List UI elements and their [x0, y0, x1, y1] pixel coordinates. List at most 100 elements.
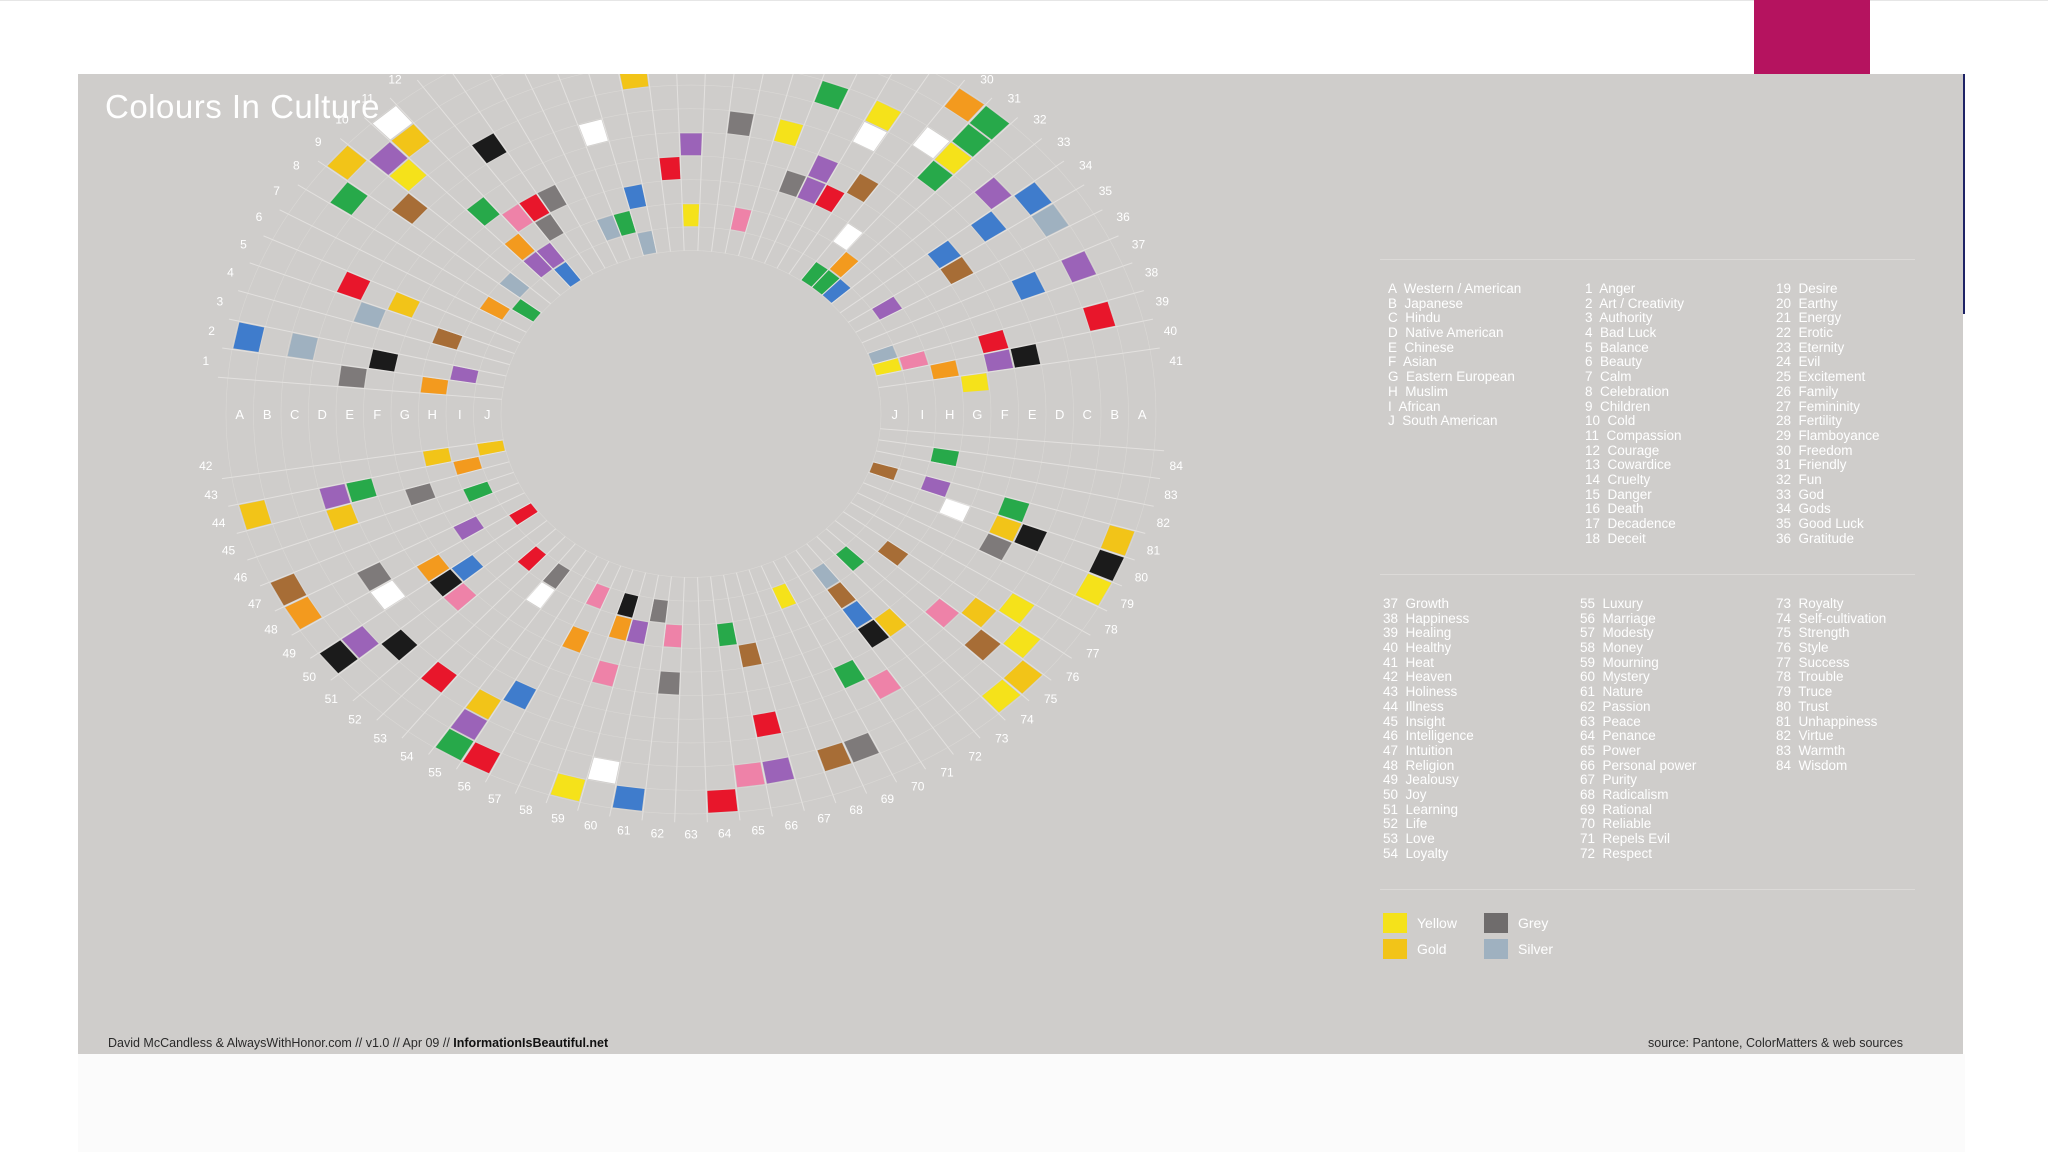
colour-cell — [999, 593, 1035, 624]
colour-cell — [930, 360, 959, 380]
swatch-label: Grey — [1518, 915, 1549, 931]
colour-cell — [319, 483, 351, 510]
culture-letter: E — [345, 407, 354, 422]
meaning-number: 35 — [1099, 184, 1113, 198]
legend-item: 61 Nature — [1580, 684, 1644, 700]
colour-cell — [858, 619, 889, 648]
culture-letter: B — [1110, 407, 1119, 422]
colour-cell — [536, 242, 565, 269]
spoke-line — [249, 262, 515, 355]
colour-cell — [1014, 182, 1052, 215]
colour-cell — [550, 773, 586, 802]
colour-cell — [477, 440, 505, 456]
colour-cell — [1011, 271, 1046, 300]
meaning-number: 76 — [1066, 670, 1080, 684]
colour-cell — [509, 503, 538, 525]
spoke-line — [279, 209, 527, 333]
meaning-number: 32 — [1033, 112, 1047, 126]
legend-item: 35 Good Luck — [1776, 516, 1864, 531]
colour-cell — [416, 554, 450, 582]
legend-item: 18 Deceit — [1585, 530, 1646, 546]
legend-item: 32 Fun — [1776, 471, 1822, 487]
colour-cell — [462, 742, 501, 774]
colour-cell — [405, 483, 436, 506]
legend-item: 60 Mystery — [1580, 669, 1650, 685]
spoke-line — [317, 160, 543, 314]
legend-item: 19 Desire — [1776, 281, 1838, 296]
colour-cell — [450, 709, 488, 740]
legend-item: 34 Gods — [1776, 501, 1831, 517]
colour-cell — [940, 257, 974, 284]
credit-site-link[interactable]: InformationIsBeautiful.net — [453, 1036, 609, 1050]
legend-item: 23 Eternity — [1776, 339, 1845, 355]
legend-item: 6 Beauty — [1585, 354, 1643, 370]
colour-cell — [467, 197, 500, 226]
colour-cell — [526, 582, 555, 609]
legend-meanings-4: 55 Luxury 56 Marriage 57 Modesty 58 Money 59… — [1580, 596, 1696, 861]
colour-cell — [734, 762, 765, 788]
ring-line — [225, 74, 1157, 815]
colour-cell — [587, 757, 620, 784]
colour-cell — [453, 456, 482, 475]
legend-item: 37 Growth — [1383, 596, 1450, 611]
spoke-line — [795, 549, 954, 755]
spoke-line — [228, 450, 507, 507]
legend-item: 15 Danger — [1585, 486, 1652, 502]
meaning-number: 10 — [335, 112, 349, 126]
culture-letter: F — [1001, 407, 1009, 422]
colour-cell — [389, 159, 427, 191]
meaning-number: 57 — [488, 792, 502, 806]
meaning-number: 9 — [315, 135, 322, 149]
legend-item: 67 Purity — [1580, 772, 1638, 788]
legend-item: 16 Death — [1585, 501, 1644, 517]
culture-letter: H — [428, 407, 437, 422]
meaning-number: 1 — [203, 354, 210, 368]
colour-cell — [682, 204, 700, 227]
legend-item: 12 Courage — [1585, 442, 1660, 458]
spoke-line — [228, 318, 507, 377]
legend-item: 4 Bad Luck — [1585, 325, 1657, 341]
colour-cell — [336, 271, 371, 300]
legend-item: 57 Modesty — [1580, 625, 1654, 641]
legend-item: 9 Children — [1585, 398, 1651, 414]
spoke-line — [788, 74, 930, 275]
colour-cell — [827, 582, 856, 609]
legend-item: 68 Radicalism — [1580, 786, 1669, 802]
colour-cell — [626, 619, 649, 644]
legend-item: A Western / American — [1388, 281, 1522, 296]
colour-cell — [233, 322, 265, 353]
culture-letter: C — [290, 407, 299, 422]
meaning-number: 54 — [400, 749, 414, 763]
meaning-number: 40 — [1164, 324, 1178, 338]
legend-item: 2 Art / Creativity — [1585, 295, 1685, 311]
meaning-number: 70 — [911, 780, 925, 794]
legend-item: 80 Trust — [1776, 698, 1829, 714]
spoke-line — [800, 79, 966, 281]
colour-cell — [952, 124, 991, 157]
meaning-number: 53 — [374, 732, 388, 746]
legend-item: 29 Flamboyance — [1776, 427, 1880, 443]
legend-item: 46 Intelligence — [1383, 728, 1474, 744]
legend-item: 52 Life — [1383, 816, 1428, 832]
colour-cell — [619, 74, 649, 90]
spoke-line — [880, 428, 1165, 452]
legend-item: 43 Holiness — [1383, 684, 1458, 700]
colour-cell — [978, 329, 1009, 354]
swatch-gold: Gold — [1383, 938, 1447, 960]
colour-cell — [388, 292, 420, 318]
colour-cell — [989, 515, 1022, 542]
legend-item: J South American — [1388, 413, 1498, 429]
colour-cell — [1083, 301, 1116, 331]
colour-cell — [463, 481, 493, 502]
meaning-number: 41 — [1169, 354, 1183, 368]
colour-cell — [982, 679, 1021, 713]
colour-cell — [346, 478, 377, 503]
legend-item: I African — [1388, 398, 1441, 414]
legend-item: 69 Rational — [1580, 801, 1653, 817]
ring-line — [473, 226, 909, 602]
legend-item: 30 Freedom — [1776, 442, 1853, 458]
spoke-line — [861, 235, 1119, 344]
colour-cell — [814, 81, 849, 110]
meaning-number: 51 — [325, 692, 339, 706]
spoke-line — [834, 520, 1052, 681]
